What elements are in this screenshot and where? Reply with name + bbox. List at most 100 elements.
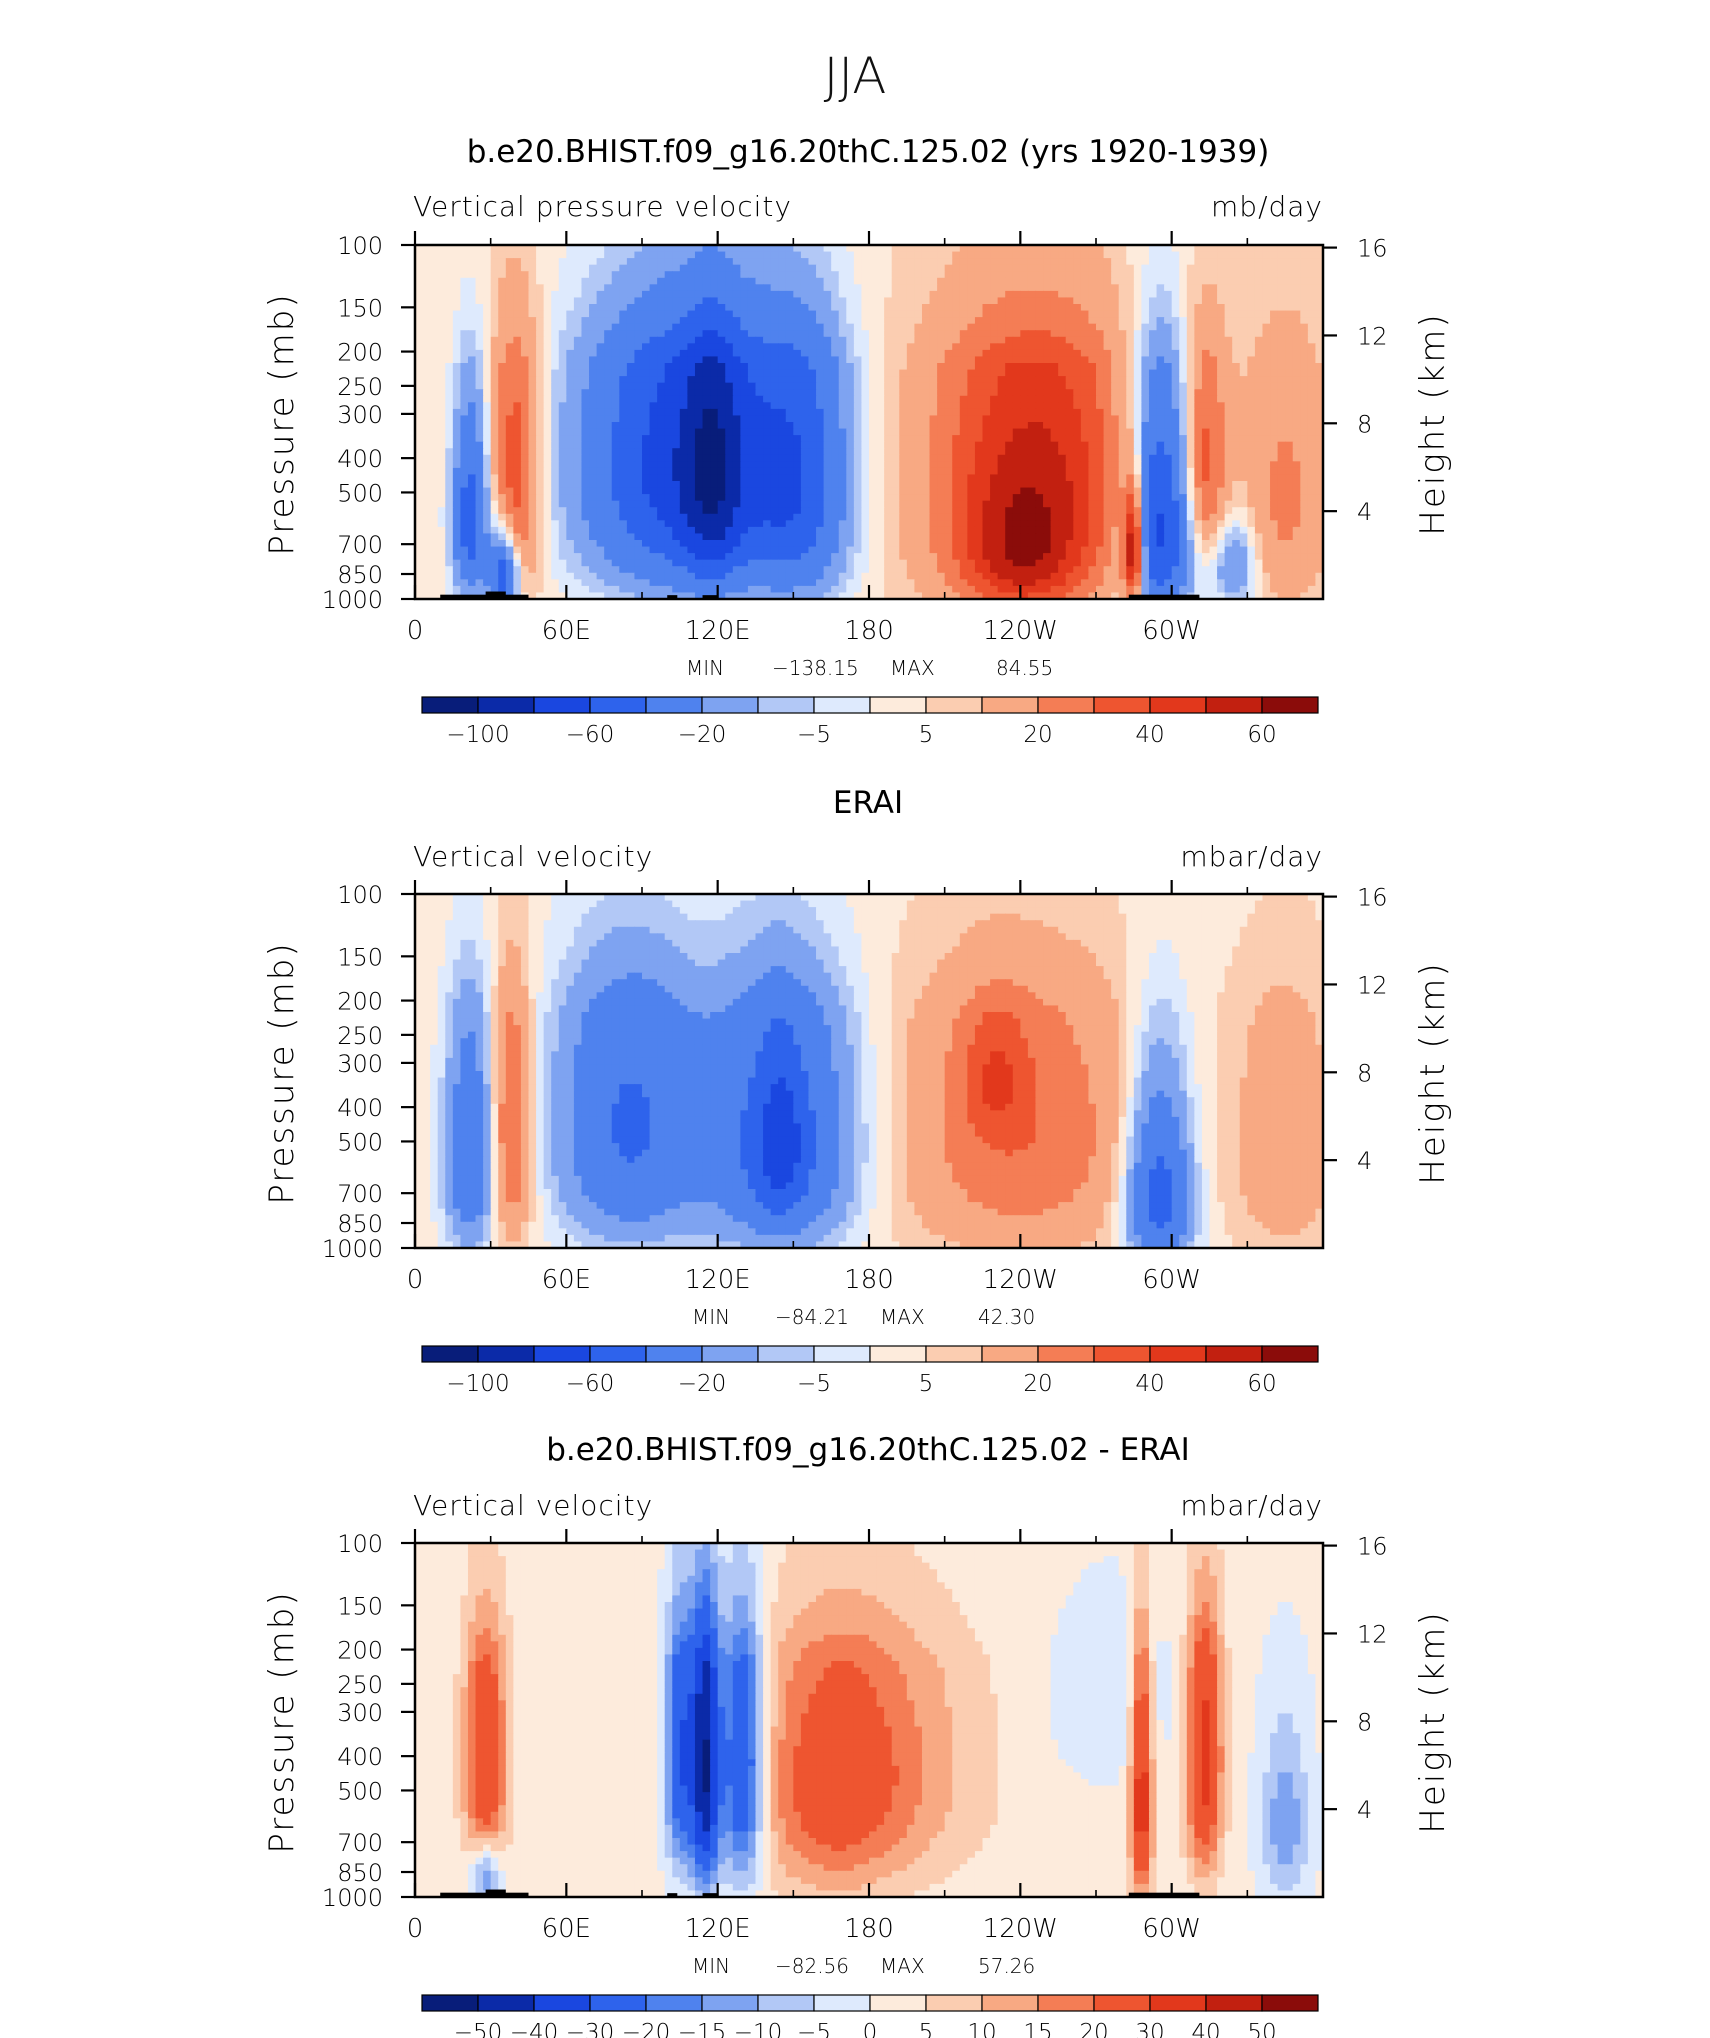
heatmap-cell: [694, 513, 704, 521]
heatmap-cell: [1300, 317, 1309, 325]
heatmap-cell: [687, 441, 696, 449]
heatmap-cell: [1027, 284, 1037, 292]
heatmap-cell: [1292, 467, 1301, 476]
heatmap-cell: [1179, 507, 1188, 515]
heatmap-cell: [1277, 349, 1286, 358]
heatmap-cell: [740, 494, 749, 502]
heatmap-cell: [573, 284, 583, 292]
heatmap-cell: [770, 422, 779, 430]
heatmap-cell: [543, 422, 552, 430]
heatmap-cell: [1217, 454, 1226, 462]
heatmap-cell: [717, 330, 726, 338]
heatmap-cell: [642, 330, 651, 338]
heatmap-cell: [846, 500, 855, 508]
heatmap-cell: [1141, 363, 1150, 371]
heatmap-cell: [1179, 297, 1188, 305]
heatmap-cell: [604, 461, 613, 469]
heatmap-cell: [710, 507, 719, 515]
heatmap-cell: [710, 356, 719, 364]
heatmap-cell: [475, 500, 484, 508]
heatmap-cell: [937, 474, 946, 482]
heatmap-cell: [869, 454, 878, 462]
heatmap-cell: [861, 435, 870, 443]
heatmap-cell: [770, 369, 779, 377]
heatmap-cell: [1300, 264, 1309, 272]
heatmap-cell: [914, 264, 923, 272]
heatmap-cell: [1254, 349, 1264, 358]
heatmap-cell: [1232, 297, 1241, 305]
heatmap-cell: [717, 435, 726, 443]
heatmap-cell: [793, 454, 802, 462]
heatmap-cell: [581, 435, 590, 443]
heatmap-cell: [634, 251, 643, 259]
heatmap-cell: [755, 356, 764, 364]
heatmap-cell: [634, 435, 643, 443]
heatmap-cell: [1270, 441, 1279, 449]
heatmap-cell: [1118, 467, 1127, 476]
heatmap-cell: [589, 317, 598, 325]
heatmap-cell: [1209, 369, 1218, 377]
heatmap-cell: [1111, 428, 1120, 436]
heatmap-cell: [740, 323, 749, 331]
heatmap-cell: [475, 343, 484, 351]
heatmap-cell: [1043, 284, 1052, 292]
heatmap-cell: [649, 408, 658, 417]
heatmap-cell: [853, 494, 863, 502]
heatmap-cell: [1194, 487, 1203, 495]
heatmap-cell: [1005, 422, 1014, 430]
heatmap-cell: [1194, 461, 1203, 469]
heatmap-cell: [1148, 402, 1158, 410]
heatmap-cell: [558, 336, 567, 344]
heatmap-cell: [619, 461, 628, 469]
heatmap-cell: [1307, 310, 1317, 318]
heatmap-cell: [558, 461, 567, 469]
heatmap-cell: [793, 376, 802, 384]
heatmap-cell: [1270, 422, 1279, 430]
heatmap-cell: [520, 304, 530, 312]
heatmap-cell: [1209, 467, 1218, 476]
heatmap-cell: [1201, 494, 1211, 502]
heatmap-cell: [1171, 317, 1180, 325]
heatmap-cell: [846, 245, 855, 253]
heatmap-cell: [831, 422, 840, 430]
heatmap-cell: [725, 494, 734, 502]
heatmap-cell: [1164, 494, 1173, 502]
heatmap-cell: [869, 356, 878, 364]
heatmap-cell: [869, 467, 878, 476]
heatmap-cell: [694, 435, 704, 443]
heatmap-cell: [1224, 435, 1233, 443]
heatmap-cell: [543, 356, 552, 364]
heatmap-cell: [475, 317, 484, 325]
heatmap-cell: [543, 402, 552, 410]
heatmap-cell: [906, 290, 915, 299]
heatmap-cell: [634, 481, 643, 489]
heatmap-cell: [596, 461, 605, 469]
heatmap-cell: [1005, 402, 1014, 410]
heatmap-cell: [884, 441, 893, 449]
heatmap-cell: [1103, 408, 1112, 417]
heatmap-cell: [1065, 402, 1074, 410]
heatmap-cell: [891, 317, 900, 325]
heatmap-cell: [1020, 369, 1029, 377]
heatmap-cell: [717, 467, 726, 476]
heatmap-cell: [581, 369, 590, 377]
heatmap-cell: [982, 369, 991, 377]
heatmap-cell: [1300, 408, 1309, 417]
heatmap-cell: [1307, 369, 1317, 377]
heatmap-cell: [1148, 467, 1158, 476]
heatmap-cell: [710, 448, 719, 456]
heatmap-cell: [1254, 356, 1264, 364]
heatmap-cell: [498, 349, 507, 358]
heatmap-cell: [785, 297, 794, 305]
heatmap-cell: [1217, 376, 1226, 384]
heatmap-cell: [876, 290, 885, 299]
heatmap-cell: [990, 500, 999, 508]
heatmap-cell: [1232, 507, 1241, 515]
heatmap-cell: [1148, 251, 1158, 259]
heatmap-cell: [422, 467, 431, 476]
heatmap-cell: [1103, 481, 1112, 489]
heatmap-cell: [1103, 467, 1112, 476]
heatmap-cell: [1035, 474, 1044, 482]
heatmap-cell: [800, 441, 810, 449]
heatmap-cell: [1058, 435, 1067, 443]
